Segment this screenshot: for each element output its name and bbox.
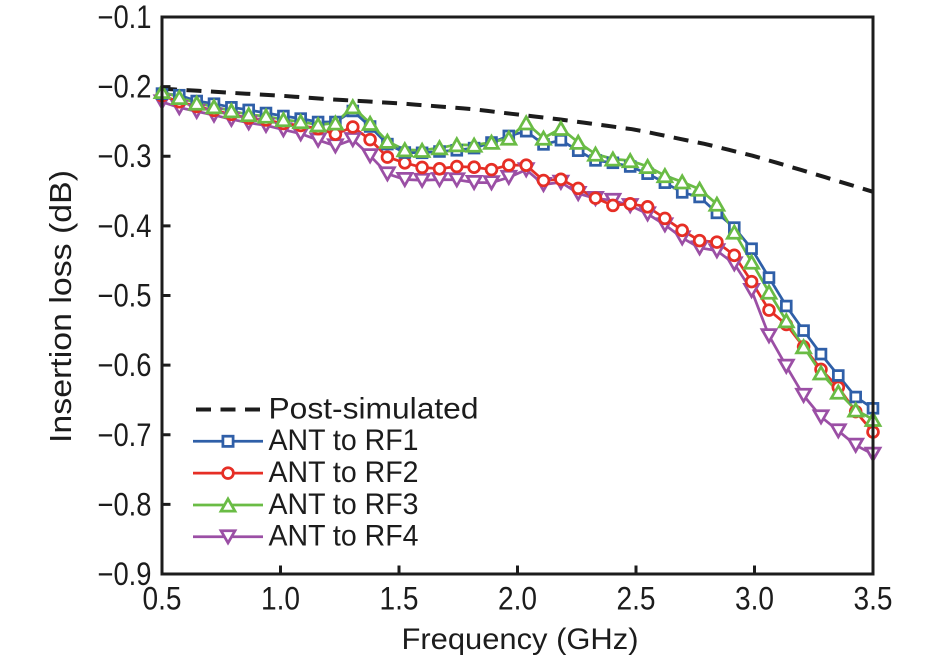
svg-text:−0.7: −0.7 <box>98 417 152 453</box>
svg-text:1.0: 1.0 <box>261 581 300 617</box>
svg-text:−0.3: −0.3 <box>98 138 152 174</box>
svg-text:3.0: 3.0 <box>735 581 774 617</box>
svg-text:−0.2: −0.2 <box>98 69 152 105</box>
svg-text:−0.9: −0.9 <box>98 556 152 592</box>
svg-text:ANT to RF3: ANT to RF3 <box>269 488 419 521</box>
svg-text:ANT to RF1: ANT to RF1 <box>269 424 419 457</box>
svg-text:ANT to RF4: ANT to RF4 <box>269 520 419 553</box>
svg-text:−0.8: −0.8 <box>98 486 152 522</box>
svg-text:2.0: 2.0 <box>498 581 537 617</box>
svg-text:−0.6: −0.6 <box>98 347 152 383</box>
svg-text:2.5: 2.5 <box>617 581 656 617</box>
svg-text:1.5: 1.5 <box>380 581 419 617</box>
svg-text:Frequency (GHz): Frequency (GHz) <box>402 623 639 656</box>
svg-text:−0.4: −0.4 <box>98 208 152 244</box>
svg-text:Post-simulated: Post-simulated <box>269 392 479 425</box>
svg-text:−0.5: −0.5 <box>98 278 152 314</box>
svg-text:−0.1: −0.1 <box>98 0 152 35</box>
svg-text:ANT to RF2: ANT to RF2 <box>269 456 419 489</box>
svg-text:0.5: 0.5 <box>143 581 182 617</box>
svg-text:Insertion loss (dB): Insertion loss (dB) <box>43 170 78 443</box>
svg-text:3.5: 3.5 <box>854 581 893 617</box>
